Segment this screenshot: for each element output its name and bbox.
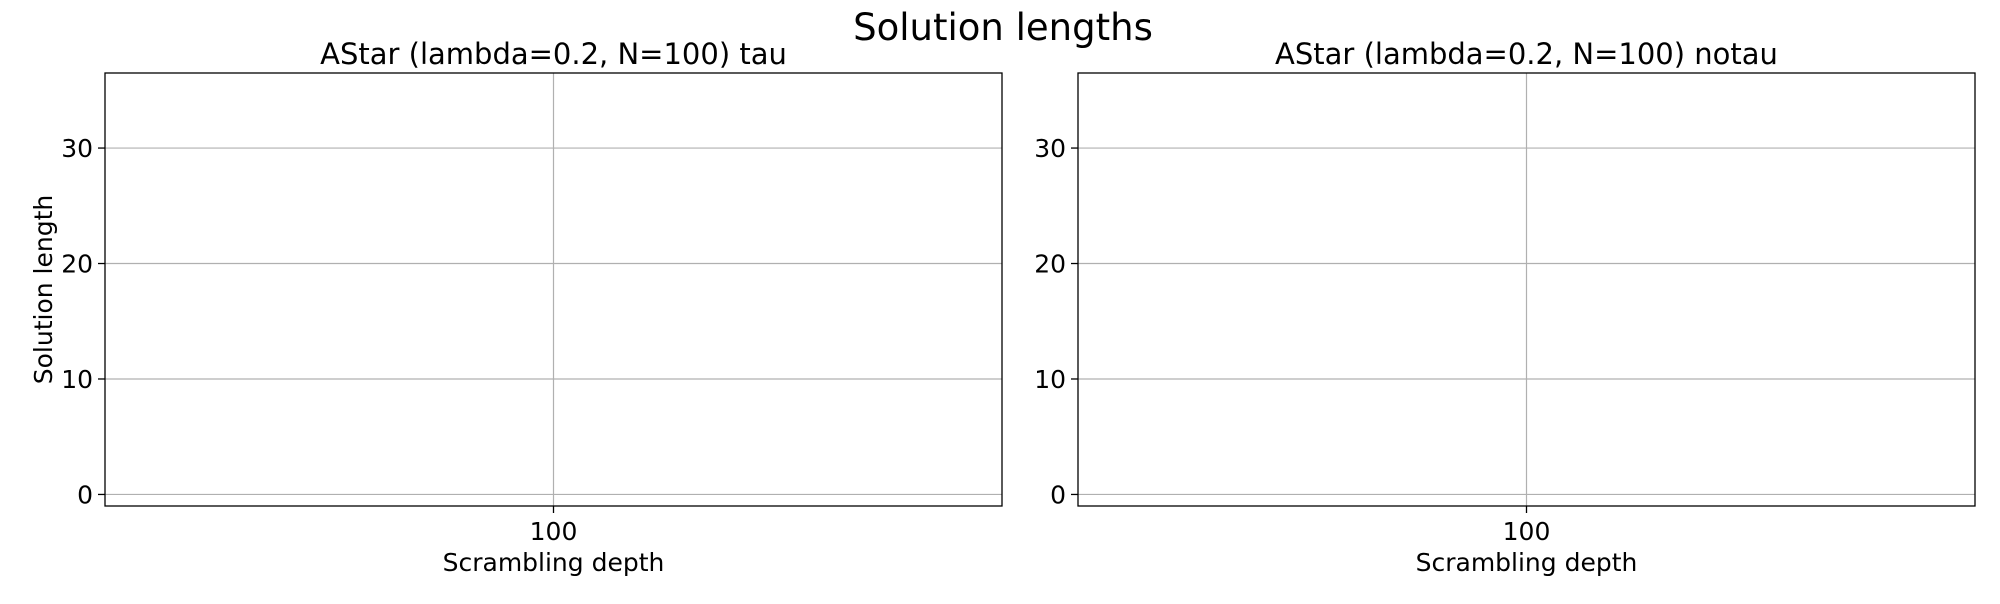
figure-title: Solution lengths — [853, 6, 1153, 49]
y-tick-label: 10 — [61, 365, 93, 394]
subplot-title: AStar (lambda=0.2, N=100) tau — [320, 37, 787, 71]
x-tick-label: 100 — [1503, 517, 1551, 546]
y-tick-label: 10 — [1034, 365, 1066, 394]
y-tick-label: 0 — [1050, 480, 1066, 509]
subplot-2: 0 10 20 30 100 AStar (lambda=0.2, N=100) nota… — [1034, 37, 1976, 577]
subplot-title: AStar (lambda=0.2, N=100) notau — [1275, 37, 1778, 71]
x-tick-label: 100 — [530, 517, 578, 546]
y-tick-label: 0 — [77, 480, 93, 509]
x-axis-label: Scrambling depth — [443, 548, 665, 577]
x-axis-label: Scrambling depth — [1416, 548, 1638, 577]
subplot-1: 0 10 20 30 100 AStar (lambda=0.2, N=100) tau S… — [29, 37, 1003, 577]
y-axis-label: Solution length — [29, 195, 58, 384]
y-tick-label: 30 — [1034, 134, 1066, 163]
y-tick-label: 20 — [61, 250, 93, 279]
y-tick-label: 30 — [61, 134, 93, 163]
y-tick-label: 20 — [1034, 250, 1066, 279]
